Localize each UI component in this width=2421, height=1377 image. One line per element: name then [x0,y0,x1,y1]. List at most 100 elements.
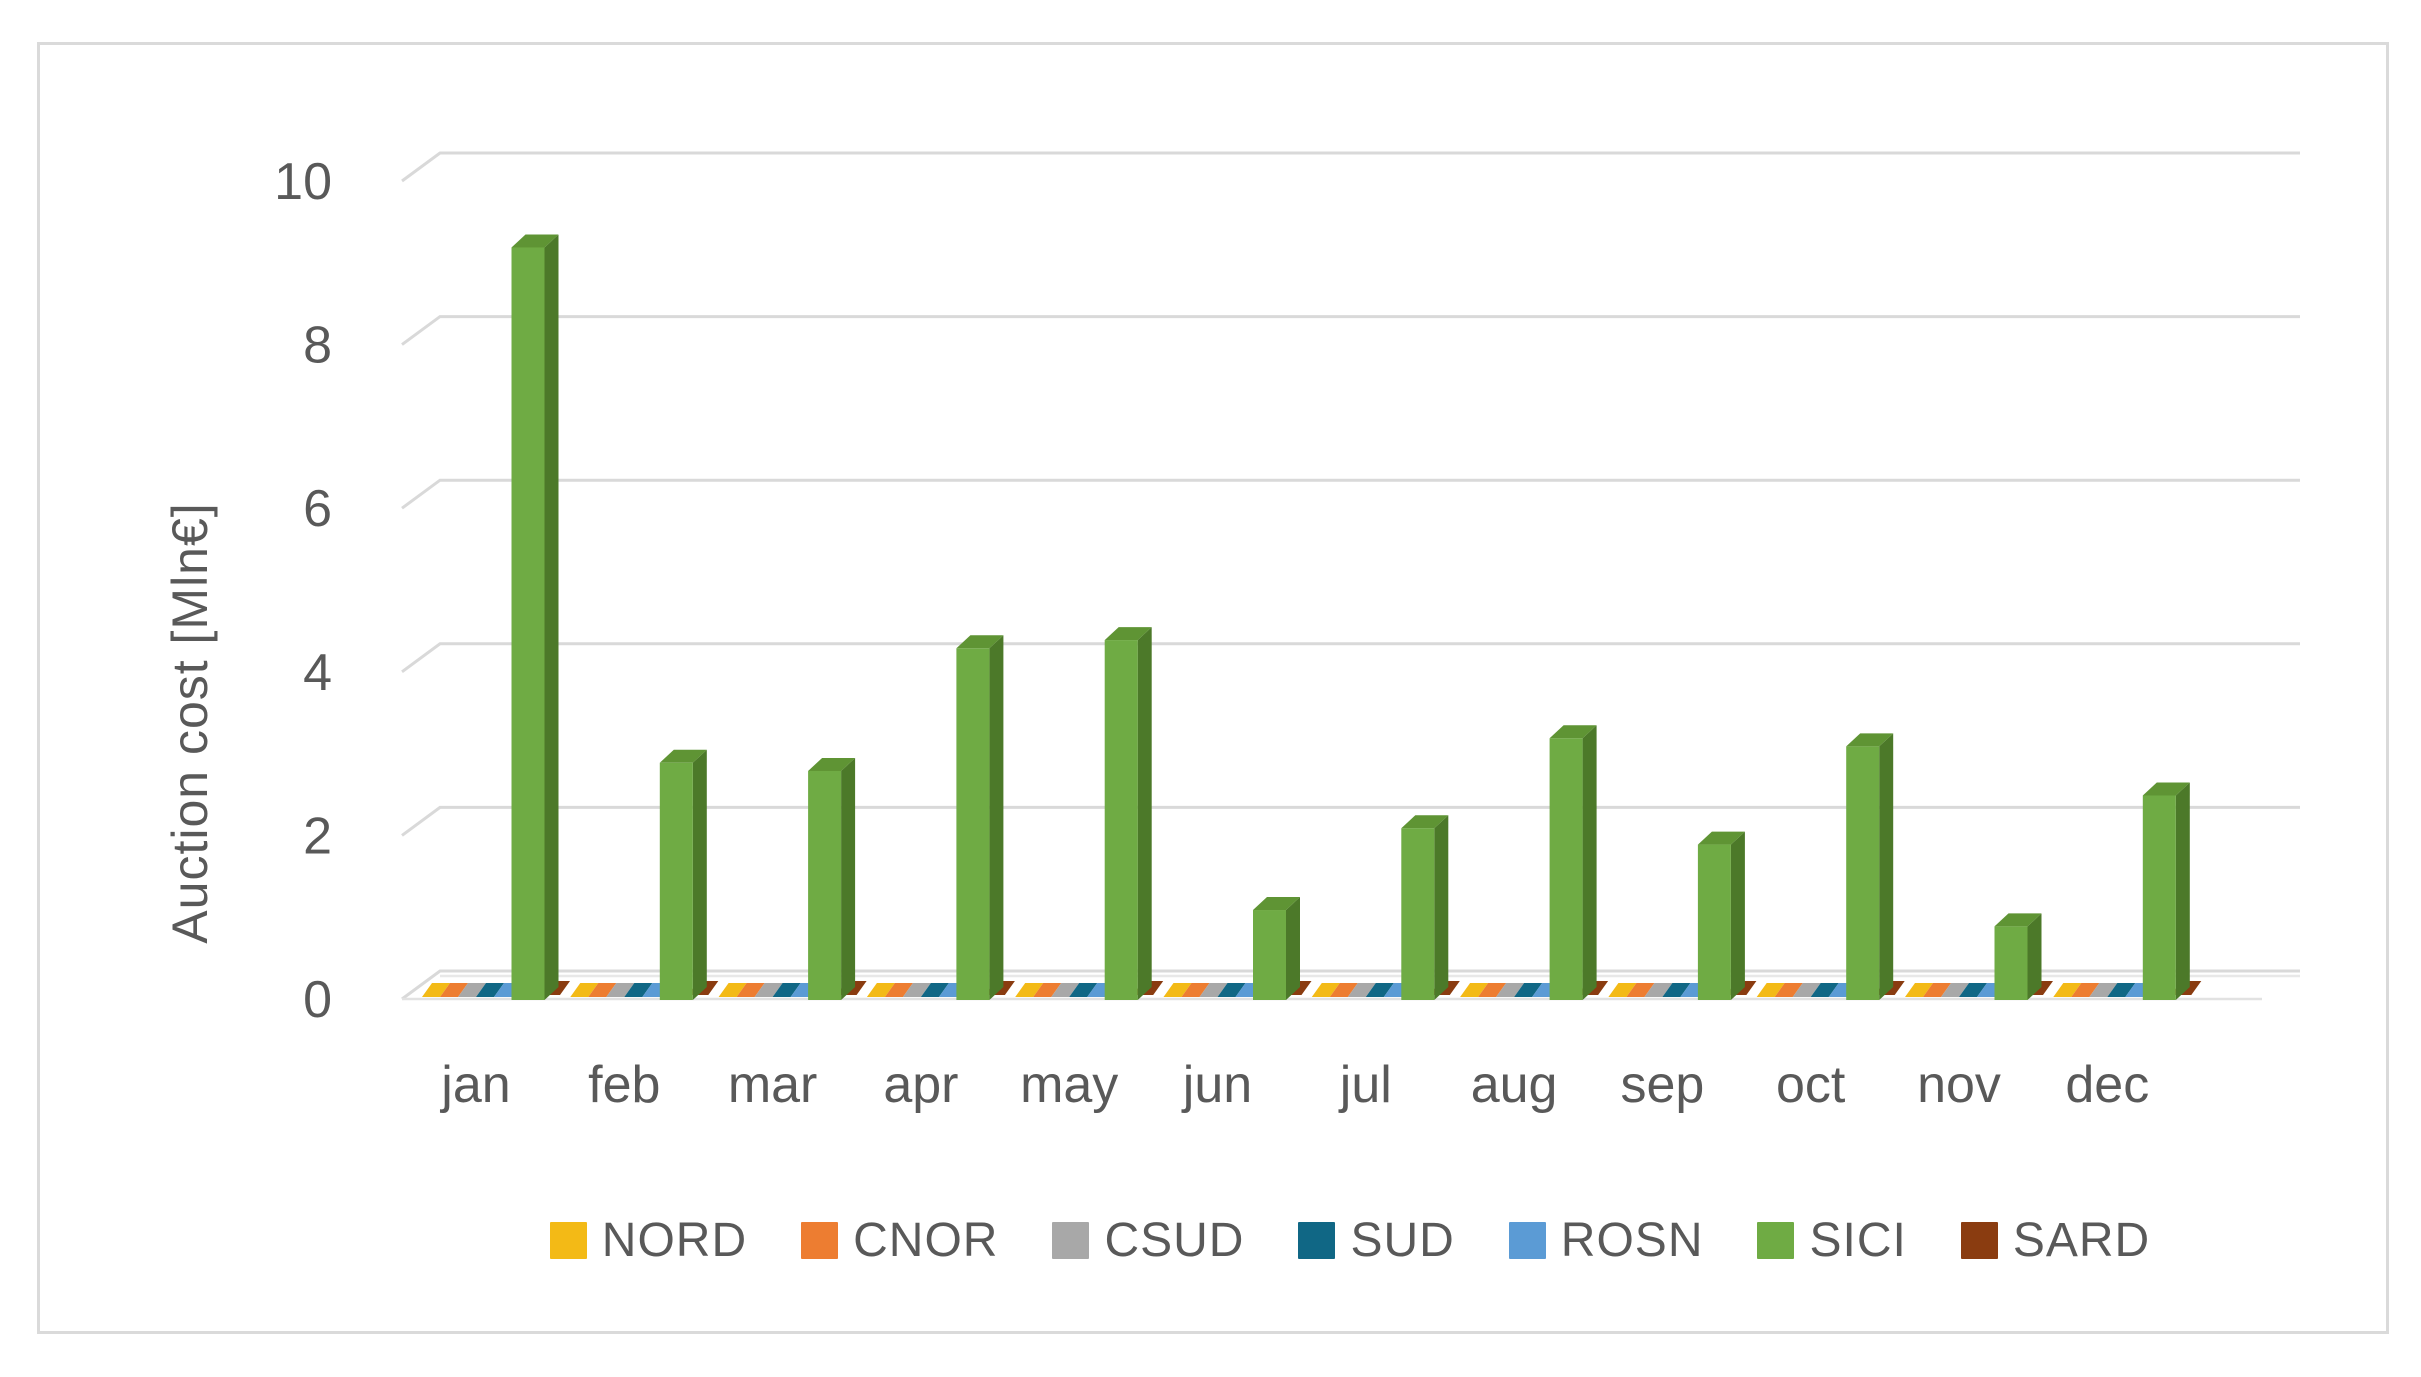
tile-sud-jan [476,983,504,997]
tile-nord-oct [1756,983,1785,997]
legend-item-csud: CSUD [1052,1213,1244,1268]
legend-swatch-csud [1052,1221,1090,1259]
legend-item-rosn: ROSN [1508,1213,1704,1268]
legend-swatch-rosn [1508,1221,1546,1259]
legend-label-csud: CSUD [1104,1213,1245,1267]
tile-cnor-apr [884,983,913,997]
gridline-8 [401,315,2300,346]
tile-sud-feb [624,983,653,997]
bar-sici-nov [1994,926,2028,1000]
tile-nord-apr [866,983,895,997]
tile-sud-oct [1810,983,1839,997]
bar-sici-feb [659,762,693,1000]
legend-item-sici: SICI [1757,1213,1906,1268]
bar-sici-jul-top [1401,815,1449,829]
y-axis-title: Auction cost [Mln€] [162,502,218,944]
legend-label-sici: SICI [1809,1213,1907,1267]
month-label-feb: feb [588,1056,660,1114]
tile-nord-mar [718,983,747,997]
legend-label-cnor: CNOR [853,1213,999,1267]
legend-swatch-nord [549,1221,587,1259]
bar-sici-apr-side [989,635,1004,1000]
bar-sici-aug-side [1582,725,1597,1000]
legend-label-nord: NORD [601,1213,748,1267]
bar-sici-oct-side [1879,733,1894,1000]
tile-cnor-jul [1329,983,1358,997]
tile-cnor-mar [736,983,765,997]
legend-swatch-sud [1298,1221,1336,1259]
month-label-may: may [1020,1056,1118,1114]
tile-cnor-oct [1774,983,1803,997]
bar-sici-sep-side [1730,831,1745,1000]
tile-nord-jul [1311,983,1340,997]
month-label-nov: nov [1917,1056,2001,1114]
bar-sici-jun-top [1253,897,1300,911]
tile-csud-feb [606,983,635,997]
bar-sici-jan [511,247,545,1000]
month-label-apr: apr [883,1056,958,1114]
tile-csud-sep [1644,983,1673,997]
legend: NORD CNOR CSUD SUD ROSN SICI SARD [400,1212,2300,1268]
bar-sici-sep-top [1697,831,1745,845]
month-label-sep: sep [1620,1056,1704,1114]
tile-nord-may [1015,983,1044,997]
bar-sici-sep [1697,844,1731,1000]
tile-cnor-aug [1478,983,1507,997]
tile-cnor-dec [2071,983,2100,997]
tile-cnor-feb [588,983,617,997]
tile-csud-dec [2089,983,2118,997]
y-tick-label-0: 0 [303,971,332,1029]
bar-sici-apr-top [956,635,1004,649]
bar-sici-feb-side [692,749,707,1000]
tile-sud-aug [1514,983,1543,997]
tile-sud-apr [920,983,949,997]
month-label-jan: jan [439,1056,510,1114]
bar-sici-aug-top [1549,725,1597,739]
tile-nord-sep [1608,983,1637,997]
bar-sici-jun [1253,910,1286,1000]
tile-csud-nov [1941,983,1969,997]
legend-item-sard: SARD [1960,1213,2150,1268]
tile-csud-aug [1496,983,1525,997]
gridline-2 [401,805,2300,837]
tile-nord-jun [1163,983,1192,997]
gridline-4 [401,642,2300,674]
y-tick-label-8: 8 [303,317,332,375]
bar-sici-apr [956,648,990,1000]
bar-sici-may-top [1104,627,1152,641]
month-label-dec: dec [2065,1056,2149,1114]
bar-sici-jul [1401,828,1435,1000]
tile-csud-oct [1792,983,1821,997]
tile-nord-jan [422,983,450,997]
tile-csud-jan [458,983,486,997]
month-label-oct: oct [1776,1056,1846,1114]
legend-item-sud: SUD [1298,1213,1454,1268]
tile-sud-nov [1959,983,1987,997]
tile-sud-may [1069,983,1098,997]
tile-csud-jul [1347,983,1376,997]
tile-sud-mar [772,983,801,997]
bar-sici-dec-top [2142,782,2190,796]
gridline-6 [401,478,2300,510]
bar-sici-dec [2142,795,2176,1000]
tile-nord-nov [1905,983,1933,997]
legend-swatch-sici [1757,1221,1795,1259]
tile-cnor-nov [1923,983,1951,997]
gridline-0 [401,969,2300,1001]
tile-sud-dec [2107,983,2136,997]
legend-item-nord: NORD [549,1213,748,1268]
month-label-mar: mar [728,1056,818,1114]
tile-csud-apr [902,983,931,997]
tile-sud-jun [1217,983,1246,997]
y-tick-label-4: 4 [303,644,332,702]
bar-sici-jan-side [544,234,559,1000]
bar-sici-may-side [1137,627,1152,1000]
tile-cnor-may [1033,983,1062,997]
legend-label-sud: SUD [1350,1213,1455,1267]
tile-nord-feb [570,983,599,997]
gridline-10 [401,151,2300,183]
bar-sici-oct-top [1846,733,1894,747]
legend-swatch-sard [1960,1221,1998,1259]
